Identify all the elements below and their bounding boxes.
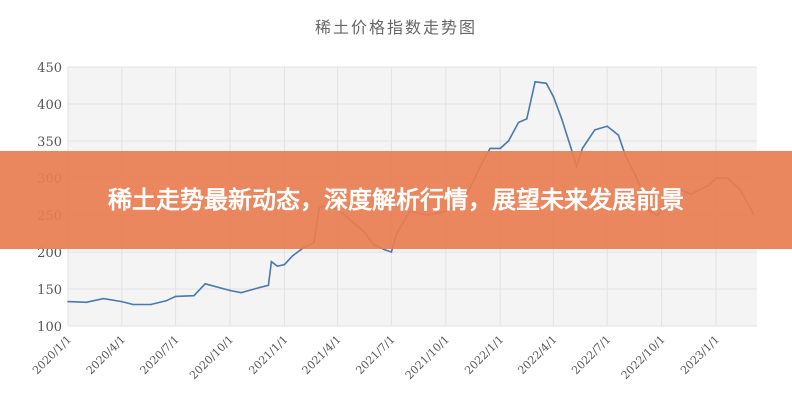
data-point	[593, 129, 596, 131]
data-point	[270, 260, 273, 263]
data-point	[552, 95, 555, 98]
data-point	[85, 301, 88, 304]
x-tick-label: 2021/7/1	[353, 333, 397, 377]
y-tick-label: 100	[37, 320, 62, 335]
data-point	[258, 286, 261, 289]
x-tick-label: 2022/7/1	[569, 333, 613, 377]
headline-banner: 稀土走势最新动态，深度解析行情，展望未来发展前景	[0, 151, 792, 249]
y-tick-label: 150	[37, 283, 62, 298]
data-point	[132, 303, 134, 306]
data-point	[545, 82, 548, 85]
y-tick-label: 200	[37, 246, 62, 261]
data-point	[606, 125, 609, 127]
x-tick-label: 2021/1/1	[246, 333, 290, 377]
y-tick-label: 450	[37, 61, 62, 76]
data-point	[193, 294, 195, 297]
data-point	[67, 300, 69, 303]
x-tick-label: 2023/1/1	[678, 333, 722, 377]
chart-title: 稀土价格指数走势图	[314, 18, 477, 37]
data-point	[489, 147, 491, 150]
data-point	[291, 254, 294, 257]
x-tick-label: 2020/10/1	[187, 333, 236, 382]
data-point	[507, 140, 510, 142]
data-point	[121, 300, 123, 303]
x-tick-label: 2020/7/1	[138, 333, 182, 377]
x-tick-label: 2022/10/1	[619, 333, 668, 382]
data-point	[617, 134, 620, 136]
data-point	[149, 303, 152, 306]
data-point	[102, 297, 105, 300]
data-point	[204, 283, 206, 285]
data-point	[267, 284, 270, 287]
x-tick-label: 2021/4/1	[300, 333, 344, 377]
data-point	[165, 300, 167, 302]
x-tick-label: 2020/4/1	[84, 333, 128, 377]
x-tick-label: 2022/1/1	[462, 333, 506, 377]
data-point	[581, 147, 584, 150]
data-point	[283, 263, 286, 266]
headline-text: 稀土走势最新动态，深度解析行情，展望未来发展前景	[108, 186, 684, 214]
data-point	[534, 81, 536, 83]
data-point	[390, 251, 393, 253]
data-point	[499, 147, 501, 150]
data-point	[240, 291, 243, 294]
data-point	[517, 121, 520, 124]
x-tick-label: 2022/4/1	[515, 333, 559, 377]
data-point	[526, 118, 528, 120]
y-tick-label: 350	[37, 135, 62, 150]
data-point	[560, 118, 563, 120]
data-point	[276, 265, 279, 267]
data-point	[174, 295, 177, 298]
x-tick-label: 2020/1/1	[30, 333, 74, 377]
x-tick-label: 2021/10/1	[403, 333, 452, 382]
data-point	[229, 289, 231, 292]
data-point	[384, 248, 386, 251]
data-point	[570, 147, 572, 150]
y-tick-label: 400	[37, 98, 62, 113]
